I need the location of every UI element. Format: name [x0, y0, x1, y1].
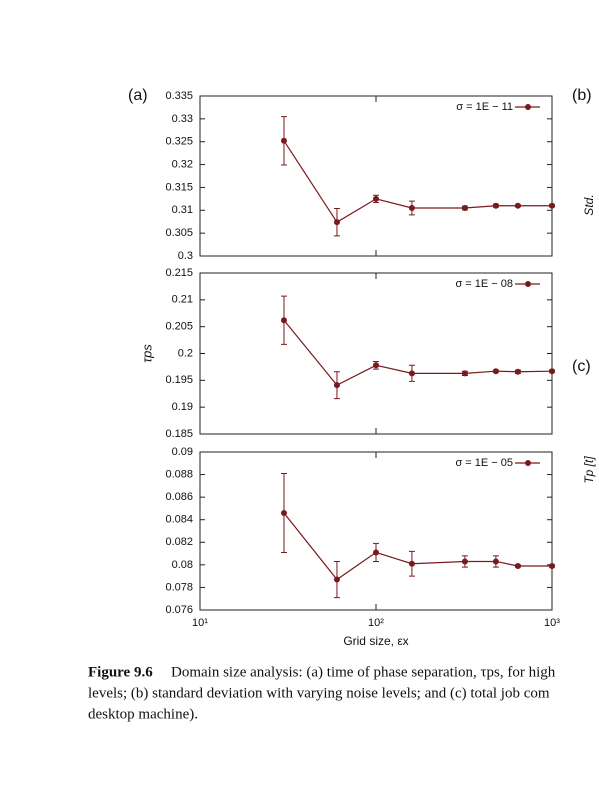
data-point — [514, 202, 521, 209]
data-point — [461, 558, 468, 565]
y-tick-label: 0.325 — [165, 136, 193, 148]
x-axis-label: Grid size, εx — [343, 634, 408, 648]
data-point — [280, 509, 287, 516]
series-line — [283, 140, 552, 223]
y-tick-label: 0.31 — [172, 204, 193, 216]
legend-label: σ = 1E − 08 — [455, 278, 513, 290]
panel-label: (c) — [572, 358, 591, 375]
data-point — [514, 562, 521, 569]
plot-frame — [199, 451, 553, 611]
legend-marker — [525, 460, 531, 466]
data-point — [461, 205, 468, 211]
y-tick-label: 0.086 — [165, 491, 193, 503]
caption-figure: Figure 9.6 — [88, 664, 153, 680]
legend-marker — [525, 104, 531, 110]
series-line — [283, 512, 552, 581]
panel-label: (b) — [572, 87, 592, 104]
y-tick-label: 0.32 — [172, 158, 193, 170]
y-tick-label: 0.335 — [165, 90, 193, 102]
y-tick-label: 0.078 — [165, 581, 193, 593]
data-point — [492, 368, 499, 375]
y-tick-label: 0.21 — [172, 294, 193, 306]
legend-label: σ = 1E − 05 — [455, 457, 513, 469]
data-point — [408, 205, 415, 211]
data-point — [514, 368, 521, 375]
legend-marker — [525, 281, 531, 287]
data-point — [373, 362, 379, 369]
y-axis-label: τps — [139, 344, 154, 363]
data-point — [333, 576, 340, 583]
x-tick-label: 10¹ — [192, 617, 208, 629]
y-tick-label: 0.076 — [165, 604, 193, 616]
x-tick-label: 10³ — [544, 617, 560, 629]
cut-axis-label: Tp [t] — [582, 456, 596, 484]
y-tick-label: 0.09 — [172, 446, 193, 458]
data-point — [549, 202, 555, 209]
y-tick-label: 0.305 — [165, 227, 193, 239]
data-point — [549, 368, 555, 375]
y-tick-label: 0.205 — [165, 321, 193, 333]
data-point — [492, 202, 499, 209]
x-tick-label: 10² — [368, 617, 384, 629]
plot-frame — [199, 95, 553, 257]
data-point — [492, 558, 499, 565]
y-tick-label: 0.08 — [172, 559, 193, 571]
y-tick-label: 0.2 — [178, 347, 193, 359]
data-point — [408, 560, 415, 567]
plot-frame — [199, 272, 553, 435]
y-tick-label: 0.088 — [165, 468, 193, 480]
caption-line: desktop machine). — [88, 706, 198, 722]
series-line — [283, 319, 553, 386]
data-point — [549, 562, 555, 569]
y-tick-label: 0.215 — [165, 267, 193, 279]
y-tick-label: 0.33 — [172, 113, 193, 125]
caption-line: levels; (b) standard deviation with vary… — [88, 685, 550, 701]
data-point — [461, 370, 468, 377]
data-point — [333, 382, 340, 389]
data-point — [280, 317, 287, 324]
caption-line: Domain size analysis: (a) time of phase … — [171, 664, 556, 680]
legend-label: σ = 1E − 11 — [456, 101, 513, 113]
cut-axis-label: Std. — [582, 194, 596, 215]
data-point — [408, 370, 415, 377]
data-point — [280, 137, 287, 144]
y-tick-label: 0.315 — [165, 181, 193, 193]
data-point — [333, 219, 340, 226]
y-tick-label: 0.19 — [172, 401, 193, 413]
y-tick-label: 0.185 — [165, 428, 193, 440]
y-tick-label: 0.084 — [165, 514, 193, 526]
y-tick-label: 0.195 — [165, 374, 193, 386]
data-point — [373, 195, 379, 202]
data-point — [373, 549, 379, 556]
panel-label: (a) — [128, 87, 148, 104]
y-tick-label: 0.3 — [178, 250, 193, 262]
y-tick-label: 0.082 — [165, 536, 193, 548]
